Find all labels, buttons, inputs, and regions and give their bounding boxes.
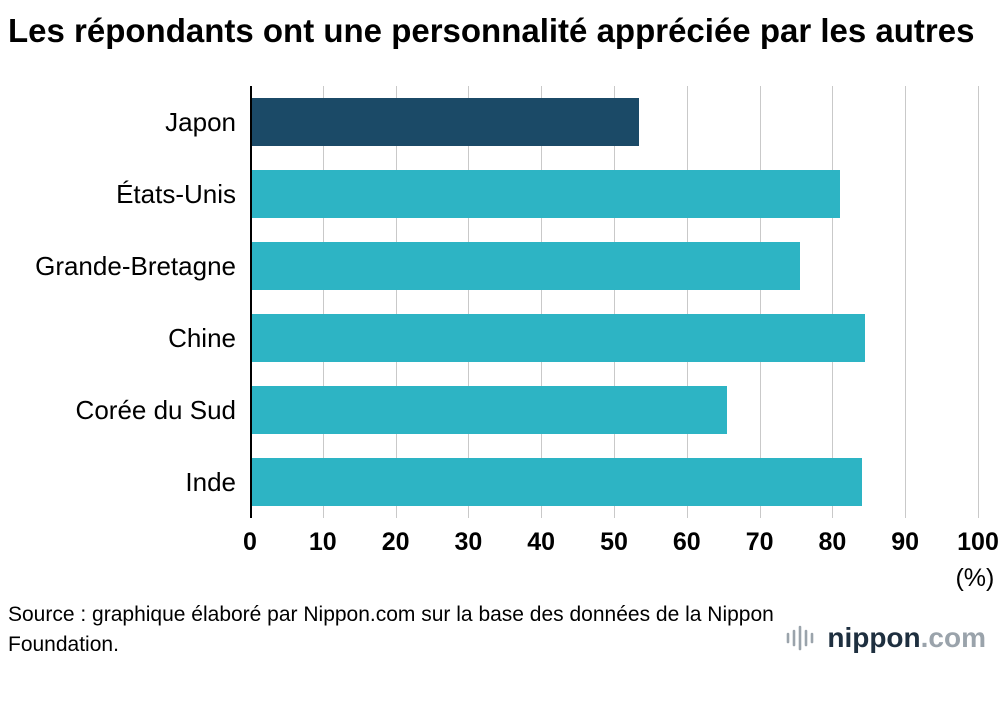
soundwave-icon <box>787 625 814 651</box>
bar <box>250 170 840 219</box>
x-tick-label: 70 <box>745 528 774 557</box>
category-label: États-Unis <box>116 178 236 209</box>
category-label: Grande-Bretagne <box>35 250 236 281</box>
gridline <box>322 86 324 519</box>
plot-area <box>250 86 979 519</box>
gridline <box>832 86 834 519</box>
bar-row <box>250 158 978 230</box>
unit-label: (%) <box>955 564 995 593</box>
category-label: Inde <box>185 466 236 497</box>
x-tick-label: 30 <box>454 528 483 557</box>
x-tick-label: 20 <box>381 528 410 557</box>
category-labels: Japon États-Unis Grande-Bretagne Chine Corée… <box>0 86 250 518</box>
x-axis-ticks: (%) 0 10 20 30 40 50 60 70 80 90 100 <box>243 518 999 598</box>
x-tick-label: 50 <box>600 528 628 557</box>
gridline <box>759 86 761 519</box>
source-text: Source : graphique élaboré par Nippon.co… <box>8 603 774 656</box>
x-tick-label: 0 <box>243 528 257 557</box>
category-label: Japon <box>165 106 236 137</box>
x-tick-label: 60 <box>672 528 701 557</box>
bar <box>250 314 866 363</box>
gridline <box>686 86 688 519</box>
x-tick-label: 100 <box>957 528 999 557</box>
gridline <box>905 86 907 519</box>
bar-row <box>250 446 978 518</box>
page-title: Les répondants ont une personnalité appr… <box>8 12 975 49</box>
gridline <box>468 86 470 519</box>
x-tick-label: 80 <box>818 528 847 557</box>
x-tick-label: 40 <box>527 528 556 557</box>
bar-row <box>250 86 978 158</box>
category-label: Corée du Sud <box>75 394 236 425</box>
bar-row <box>250 230 978 302</box>
gridline <box>541 86 543 519</box>
bar-chart: Japon États-Unis Grande-Bretagne Chine Corée… <box>0 86 1000 598</box>
nippon-logo: nippon.com <box>785 621 986 659</box>
gridline <box>395 86 397 519</box>
x-tick-label: 90 <box>891 528 920 557</box>
gridlines <box>250 86 979 519</box>
gridline <box>978 86 979 519</box>
y-axis-line <box>250 86 252 519</box>
x-tick-label: 10 <box>308 528 337 557</box>
bar <box>250 458 862 507</box>
logo-suffix: .com <box>920 622 986 654</box>
category-label: Chine <box>168 322 236 353</box>
logo-text: nippon.com <box>827 622 986 654</box>
bar-row <box>250 302 978 374</box>
gridline <box>614 86 615 519</box>
x-axis: (%) 0 10 20 30 40 50 60 70 80 90 100 <box>0 518 1000 598</box>
bar <box>250 386 727 435</box>
bars <box>250 86 978 518</box>
bar-row <box>250 374 978 446</box>
bar <box>250 242 800 291</box>
footer: Source : graphique élaboré par Nippon.co… <box>0 598 1000 659</box>
bar <box>250 98 640 147</box>
x-axis-spacer <box>0 518 250 598</box>
